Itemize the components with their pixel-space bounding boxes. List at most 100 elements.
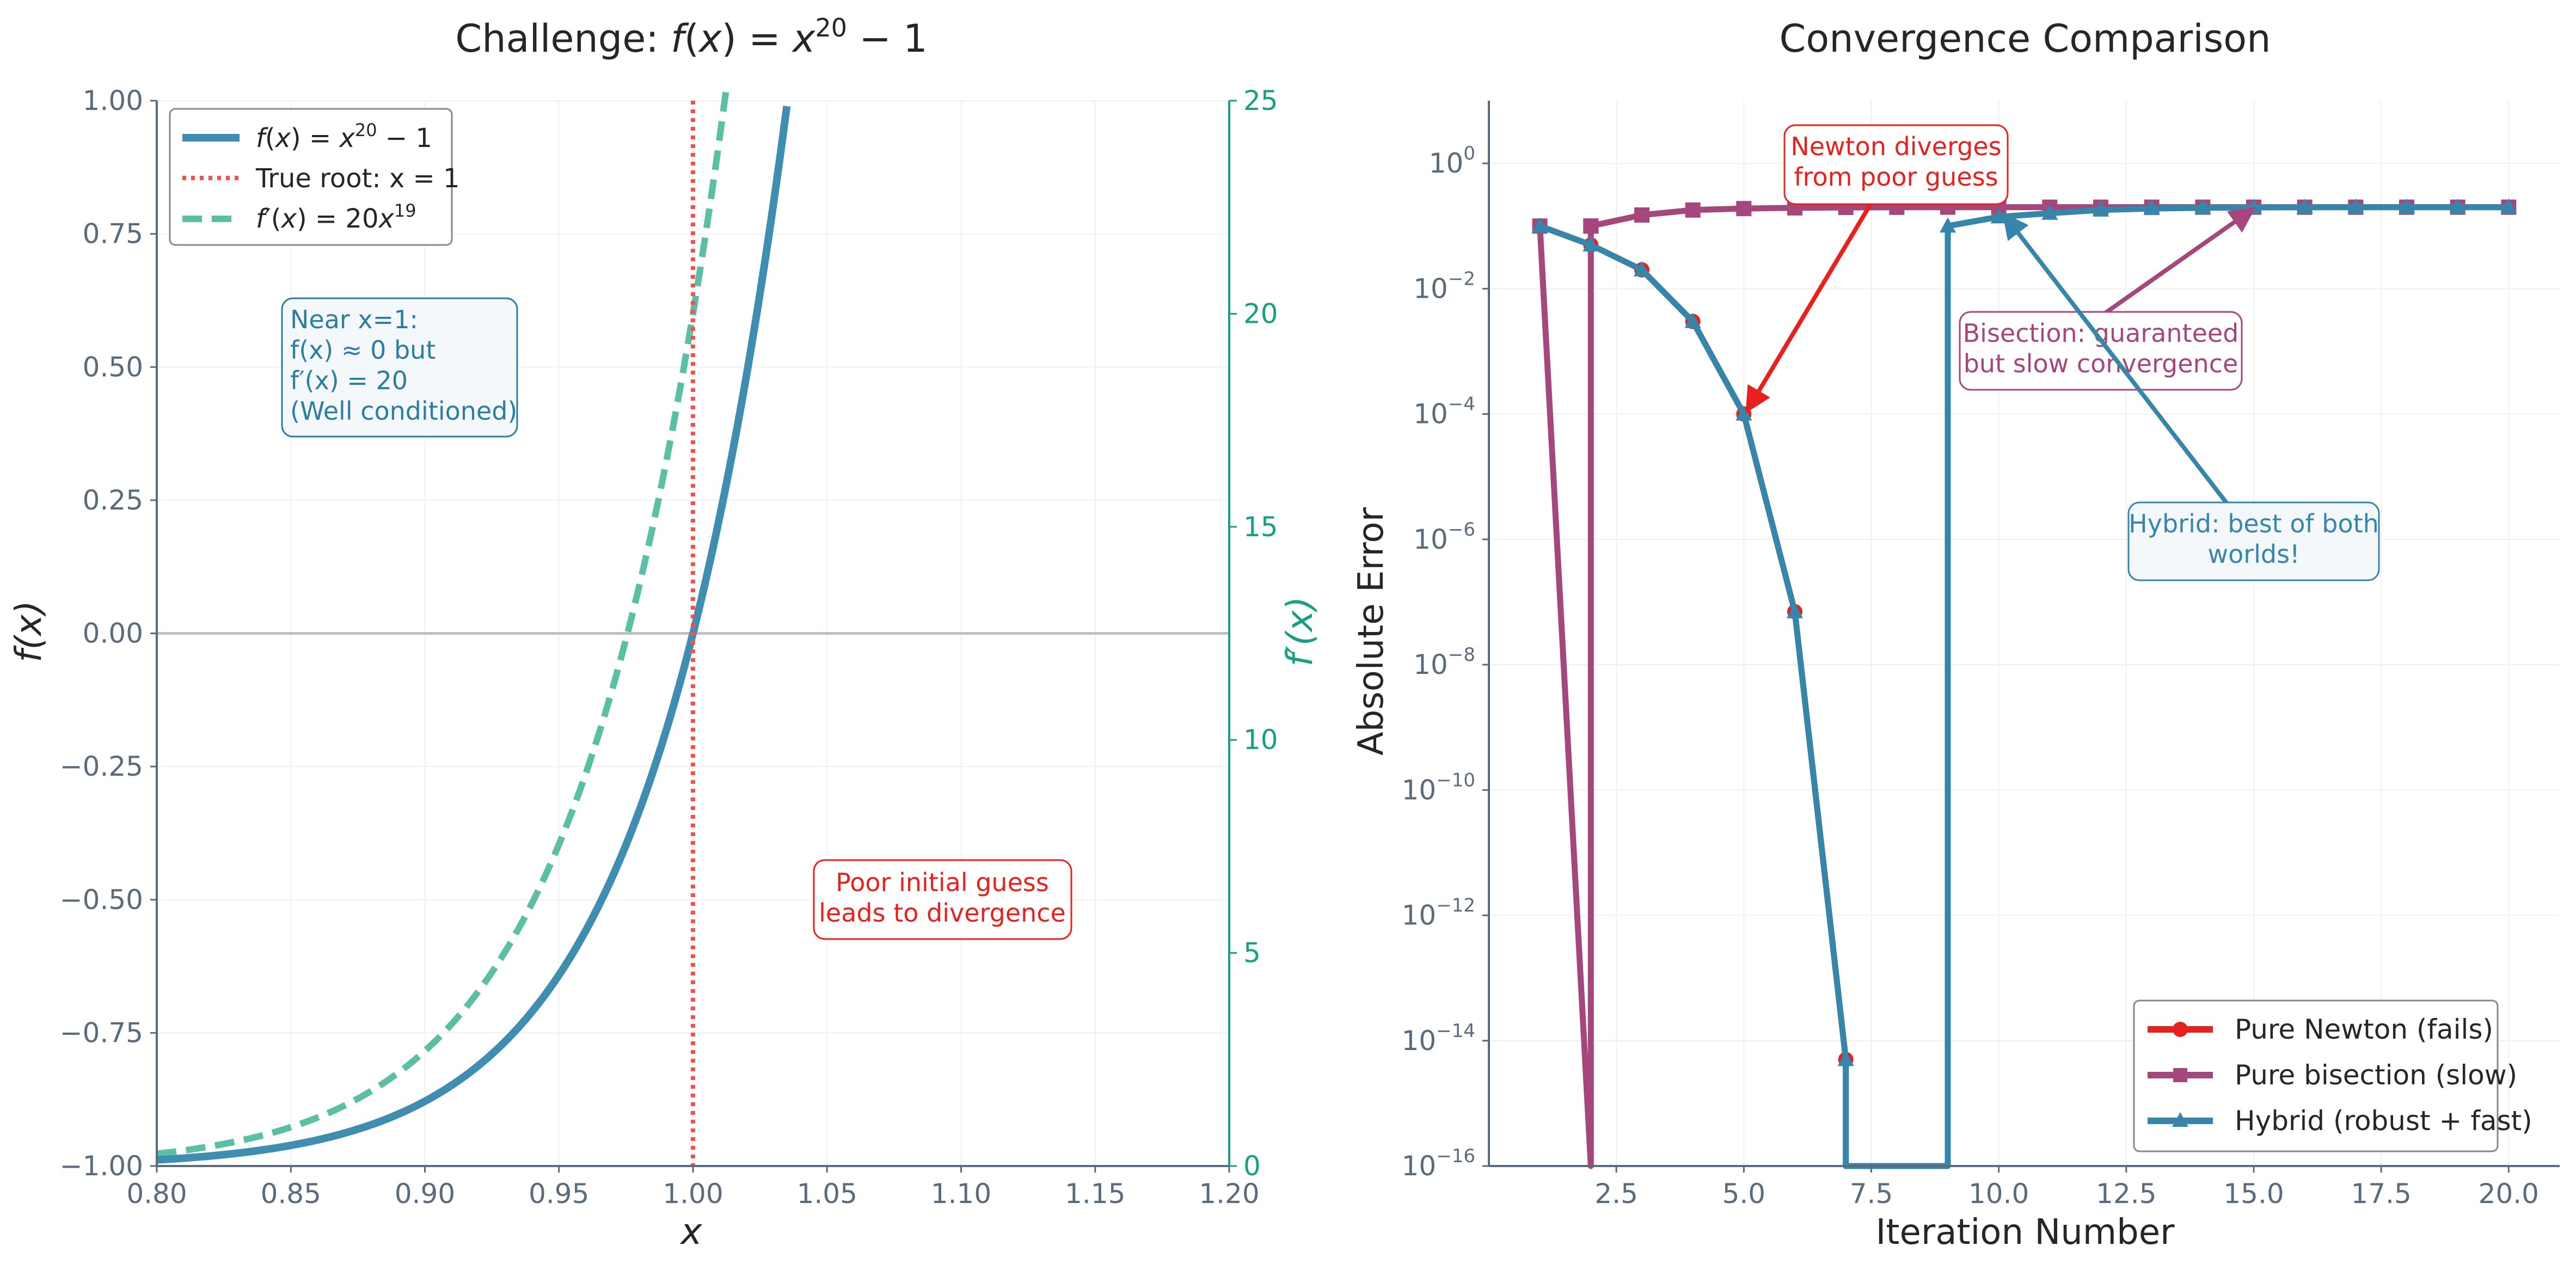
data-point-marker <box>1787 603 1803 618</box>
right-y-tick-label: 20 <box>1243 298 1278 329</box>
annotation-hybrid: Hybrid: best of both worlds! <box>2002 212 2380 581</box>
data-point-marker <box>1583 236 1599 251</box>
x-tick-label: 15.0 <box>2223 1178 2284 1210</box>
x-tick-label: 1.15 <box>1065 1178 1125 1210</box>
x-tick-label: 12.5 <box>2096 1178 2156 1210</box>
y-tick-label: 100 <box>1429 143 1475 179</box>
annotation-poor-guess-line-2: leads to divergence <box>819 898 1066 928</box>
annotation-near-root-line-4: (Well conditioned) <box>290 396 517 426</box>
x-tick-label: 1.00 <box>663 1178 723 1210</box>
y-tick-label: 0.50 <box>83 351 143 383</box>
y-tick-label: −0.50 <box>60 884 143 916</box>
x-tick-label: 20.0 <box>2479 1178 2539 1210</box>
series-fprime-line <box>156 86 730 1157</box>
x-tick-label: 5.0 <box>1722 1178 1766 1210</box>
annotation-near-root-line-2: f(x) ≈ 0 but <box>290 335 436 365</box>
annotation-hybrid-line-1: Hybrid: best of both <box>2129 509 2379 538</box>
right-y-tick-label: 0 <box>1243 1150 1261 1182</box>
legend-label-root: True root: x = 1 <box>255 163 460 194</box>
x-tick-label: 7.5 <box>1850 1178 1893 1210</box>
left-legend-box <box>169 108 453 246</box>
x-tick-label: 0.90 <box>395 1178 455 1210</box>
legend-label-hybrid: Hybrid (robust + fast) <box>2235 1105 2532 1137</box>
right-x-ticks: 2.5 5.0 7.5 10.0 12.5 15.0 17.5 20.0 <box>1594 1166 2539 1210</box>
y-tick-label: 10−4 <box>1413 394 1475 430</box>
x-tick-label: 0.95 <box>529 1178 589 1210</box>
y-tick-label: −1.00 <box>60 1150 143 1182</box>
left-x-axis-label: x <box>679 1211 702 1253</box>
annotation-newton-line-1: Newton diverges <box>1790 132 2001 161</box>
right-y-axis-label: Absolute Error <box>1351 507 1391 756</box>
annotation-newton-box <box>1783 124 2009 205</box>
right-y-ticks: 100 10−2 10−4 10−6 10−8 10−10 10−12 10−14 10−16 <box>1402 143 1489 1182</box>
x-tick-label: 0.80 <box>126 1178 187 1210</box>
right-chart-title: Convergence Comparison <box>1780 16 2271 61</box>
data-point-marker <box>1583 218 1599 234</box>
legend-marker-newton <box>2173 1022 2188 1037</box>
data-point-marker <box>2399 198 2415 214</box>
series-f-line <box>156 106 791 1164</box>
x-tick-label: 1.05 <box>797 1178 857 1210</box>
annotation-bisection-arrow <box>2100 206 2256 318</box>
data-point-marker <box>2194 199 2211 214</box>
y-tick-label: 0.00 <box>83 618 143 649</box>
annotation-near-root-line-3: f′(x) = 20 <box>290 366 408 395</box>
annotation-poor-guess-line-1: Poor initial guess <box>836 868 1049 897</box>
y-tick-label: −0.25 <box>60 751 143 782</box>
y-tick-label: 10−10 <box>1402 769 1475 806</box>
data-point-marker <box>1531 217 1548 233</box>
data-point-marker <box>2143 200 2160 216</box>
right-legend: Pure Newton (fails) Pure bisection (slow… <box>2133 999 2532 1152</box>
left-series <box>156 86 791 1166</box>
x-tick-label: 2.5 <box>1594 1178 1638 1210</box>
left-chart: Challenge: f(x) = x20 − 1 0.80 0.85 0.90 0.… <box>8 13 1321 1253</box>
x-tick-label: 17.5 <box>2351 1178 2412 1210</box>
legend-marker-bisection <box>2173 1068 2187 1082</box>
right-legend-box <box>2133 999 2499 1152</box>
x-tick-label: 1.10 <box>931 1178 991 1210</box>
legend-marker-hybrid <box>2172 1112 2188 1127</box>
annotation-bisection-line-2: but slow convergence <box>1964 349 2238 378</box>
data-point-marker <box>1685 202 1701 218</box>
right-grid <box>1489 101 2560 1167</box>
y-tick-label: 10−6 <box>1413 519 1475 555</box>
series-hybrid <box>1531 198 2517 1169</box>
left-chart-title: Challenge: f(x) = x20 − 1 <box>455 13 927 61</box>
annotation-bisection: Bisection: guaranteed but slow convergen… <box>1959 206 2256 391</box>
data-point-marker <box>1837 1051 1854 1066</box>
y-tick-label: 10−12 <box>1402 895 1475 931</box>
left-x-ticks: 0.80 0.85 0.90 0.95 1.00 1.05 1.10 1.15 1.20 <box>126 1166 1260 1210</box>
data-point-marker <box>1634 261 1650 277</box>
data-point-marker <box>2093 201 2109 217</box>
legend-label-f: f(x) = x20 − 1 <box>256 120 432 154</box>
annotation-hybrid-arrow <box>2002 212 2229 505</box>
right-y-tick-label: 5 <box>1243 937 1261 969</box>
right-y-tick-label: 10 <box>1243 724 1278 756</box>
right-y-tick-label: 15 <box>1243 511 1278 543</box>
left-y-axis-label: f(x) <box>8 600 50 662</box>
y-tick-label: 1.00 <box>83 85 143 116</box>
y-tick-label: −0.75 <box>60 1017 143 1048</box>
left-y-ticks: −1.00 −0.75 −0.50 −0.25 0.00 0.25 0.50 0.75 1.00 <box>60 85 157 1182</box>
annotation-newton-diverges: Newton diverges from poor guess <box>1745 124 2009 414</box>
legend-label-newton: Pure Newton (fails) <box>2235 1014 2493 1045</box>
annotation-near-root-line-1: Near x=1: <box>290 305 418 334</box>
data-point-marker <box>1940 217 1956 233</box>
annotation-poor-guess: Poor initial guess leads to divergence <box>813 859 1072 940</box>
left-right-y-axis-label: f′(x) <box>1279 597 1321 667</box>
left-legend: f(x) = x20 − 1 True root: x = 1 f′(x) = … <box>169 108 460 246</box>
annotation-near-root-box <box>281 297 518 438</box>
data-point-marker <box>1735 405 1752 421</box>
x-tick-label: 0.85 <box>261 1178 321 1210</box>
annotation-hybrid-line-2: worlds! <box>2207 539 2299 569</box>
annotation-newton-arrow <box>1745 201 1874 414</box>
legend-label-bisection: Pure bisection (slow) <box>2235 1059 2517 1091</box>
right-chart: Convergence Comparison 2.5 5.0 7.5 10.0 12.5… <box>1351 16 2560 1253</box>
data-point-marker <box>2041 204 2058 220</box>
annotation-bisection-box <box>1959 311 2243 391</box>
y-tick-label: 0.25 <box>83 484 143 516</box>
right-x-axis-label: Iteration Number <box>1876 1212 2175 1253</box>
y-tick-label: 10−8 <box>1413 644 1475 680</box>
data-point-marker <box>1634 207 1649 223</box>
